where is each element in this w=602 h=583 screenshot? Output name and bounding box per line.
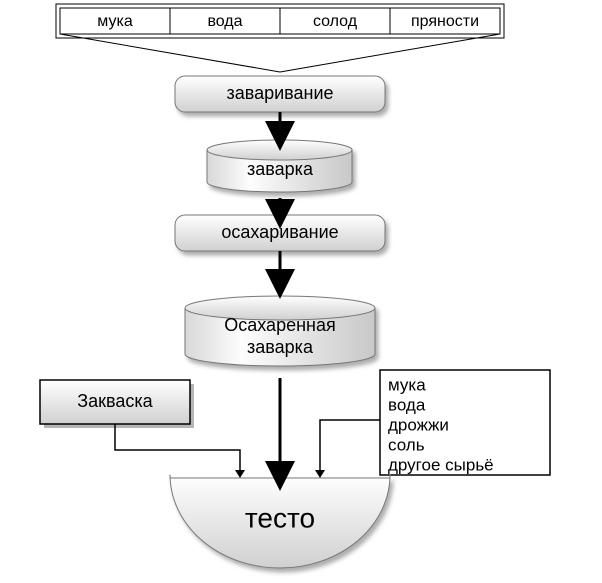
arrow-from-zakvaska <box>115 424 240 472</box>
arrowhead-from-zakvaska <box>235 470 245 478</box>
ingredients-line: мука <box>388 375 426 394</box>
ingredient-cell-label: пряности <box>411 13 479 30</box>
osakharivanie-label: осахаривание <box>221 222 338 242</box>
zakvaska: Закваска <box>40 380 194 428</box>
testo-label: тесто <box>245 502 315 533</box>
zavarka-label: заварка <box>247 159 314 179</box>
zakvaska-label: Закваска <box>77 391 153 411</box>
arrowhead-from-ingredients <box>315 470 325 478</box>
osZavarka-label-1: Осахаренная <box>224 315 335 335</box>
ingredient-cell-label: вода <box>207 13 242 30</box>
ingredients-line: соль <box>388 435 425 454</box>
ingredient-row: мука вода солод пряности <box>56 4 504 38</box>
arrow-from-ingredients <box>320 420 380 472</box>
funnel-lines <box>60 34 500 72</box>
testo: тесто <box>170 475 390 569</box>
ingredients: мукаводадрожжисольдругое сырьё <box>380 370 550 475</box>
osZavarka-label-2: заварка <box>247 337 314 357</box>
zavarka: заварка <box>207 140 352 192</box>
ingredient-cell-label: мука <box>97 13 133 30</box>
ingredients-line: другое сырьё <box>388 455 494 474</box>
ingredient-cell-label: солод <box>313 13 358 30</box>
osZavarka: Осахареннаязаварка <box>185 296 375 366</box>
ingredients-line: дрожжи <box>388 415 449 434</box>
osakharivanie: осахаривание <box>175 215 385 251</box>
zavarivanie: заваривание <box>175 76 385 112</box>
nodes-layer: заваривание заварка осахаривание Осахаренна… <box>40 76 550 568</box>
zavarivanie-label: заваривание <box>226 83 333 103</box>
ingredients-line: вода <box>388 395 426 414</box>
